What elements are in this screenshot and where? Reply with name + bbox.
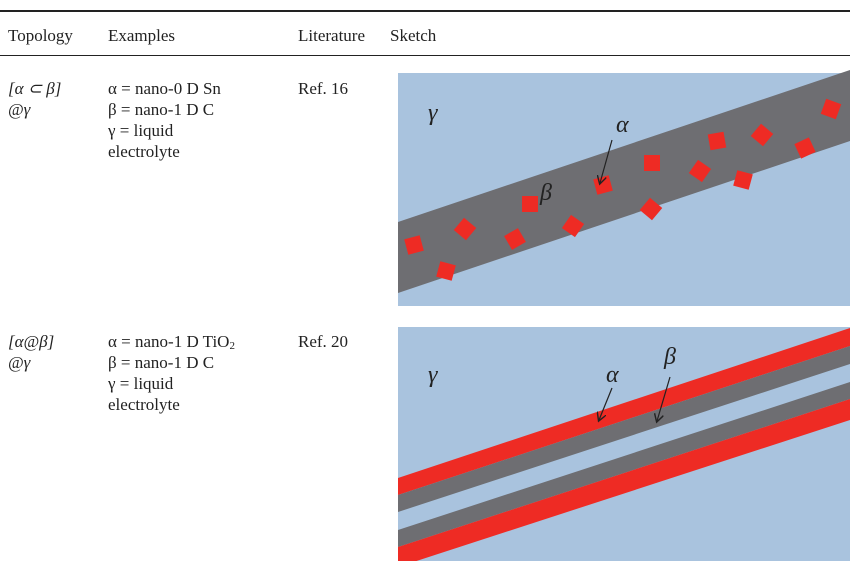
topology: [α@β] [8,332,55,351]
example: β = nano-1 D C [108,99,214,120]
topology: [α ⊂ β] [8,79,62,98]
literature: Ref. 20 [298,332,349,351]
column-header: Examples [108,26,176,45]
example-text: γ = liquid [108,121,174,140]
header-rule [0,55,850,56]
example-text: electrolyte [108,395,180,414]
top-rule [0,10,850,12]
example-text: γ = liquid [108,374,174,393]
topology: @γ [8,100,31,119]
literature: Ref. 16 [298,79,349,98]
sketch-label: α [616,112,629,138]
example-text: electrolyte [108,142,180,161]
example-text: α = nano-0 D Sn [108,79,221,98]
sketch-1 [398,70,850,306]
column-header: Topology [8,26,73,45]
column-header: Literature [298,26,366,45]
subscript: 2 [229,340,235,352]
sketch-label: β [663,344,676,370]
example-text: α = nano-1 D TiO [108,332,230,351]
sketch-label: γ [428,362,438,388]
column-header: Sketch [390,26,437,45]
example: γ = liquid [108,120,173,141]
example: electrolyte [108,141,180,162]
example: α = nano-1 D TiO2 [108,331,235,357]
sketch-label: β [539,180,552,206]
topology: @γ [8,353,31,372]
example: α = nano-0 D Sn [108,78,221,99]
example-text: β = nano-1 D C [108,100,215,119]
sketch-label: γ [428,100,438,126]
example: γ = liquid [108,373,173,394]
sketch-label: α [606,362,619,388]
example: β = nano-1 D C [108,352,214,373]
example-text: β = nano-1 D C [108,353,215,372]
example: electrolyte [108,394,180,415]
sketch-2 [398,327,850,561]
